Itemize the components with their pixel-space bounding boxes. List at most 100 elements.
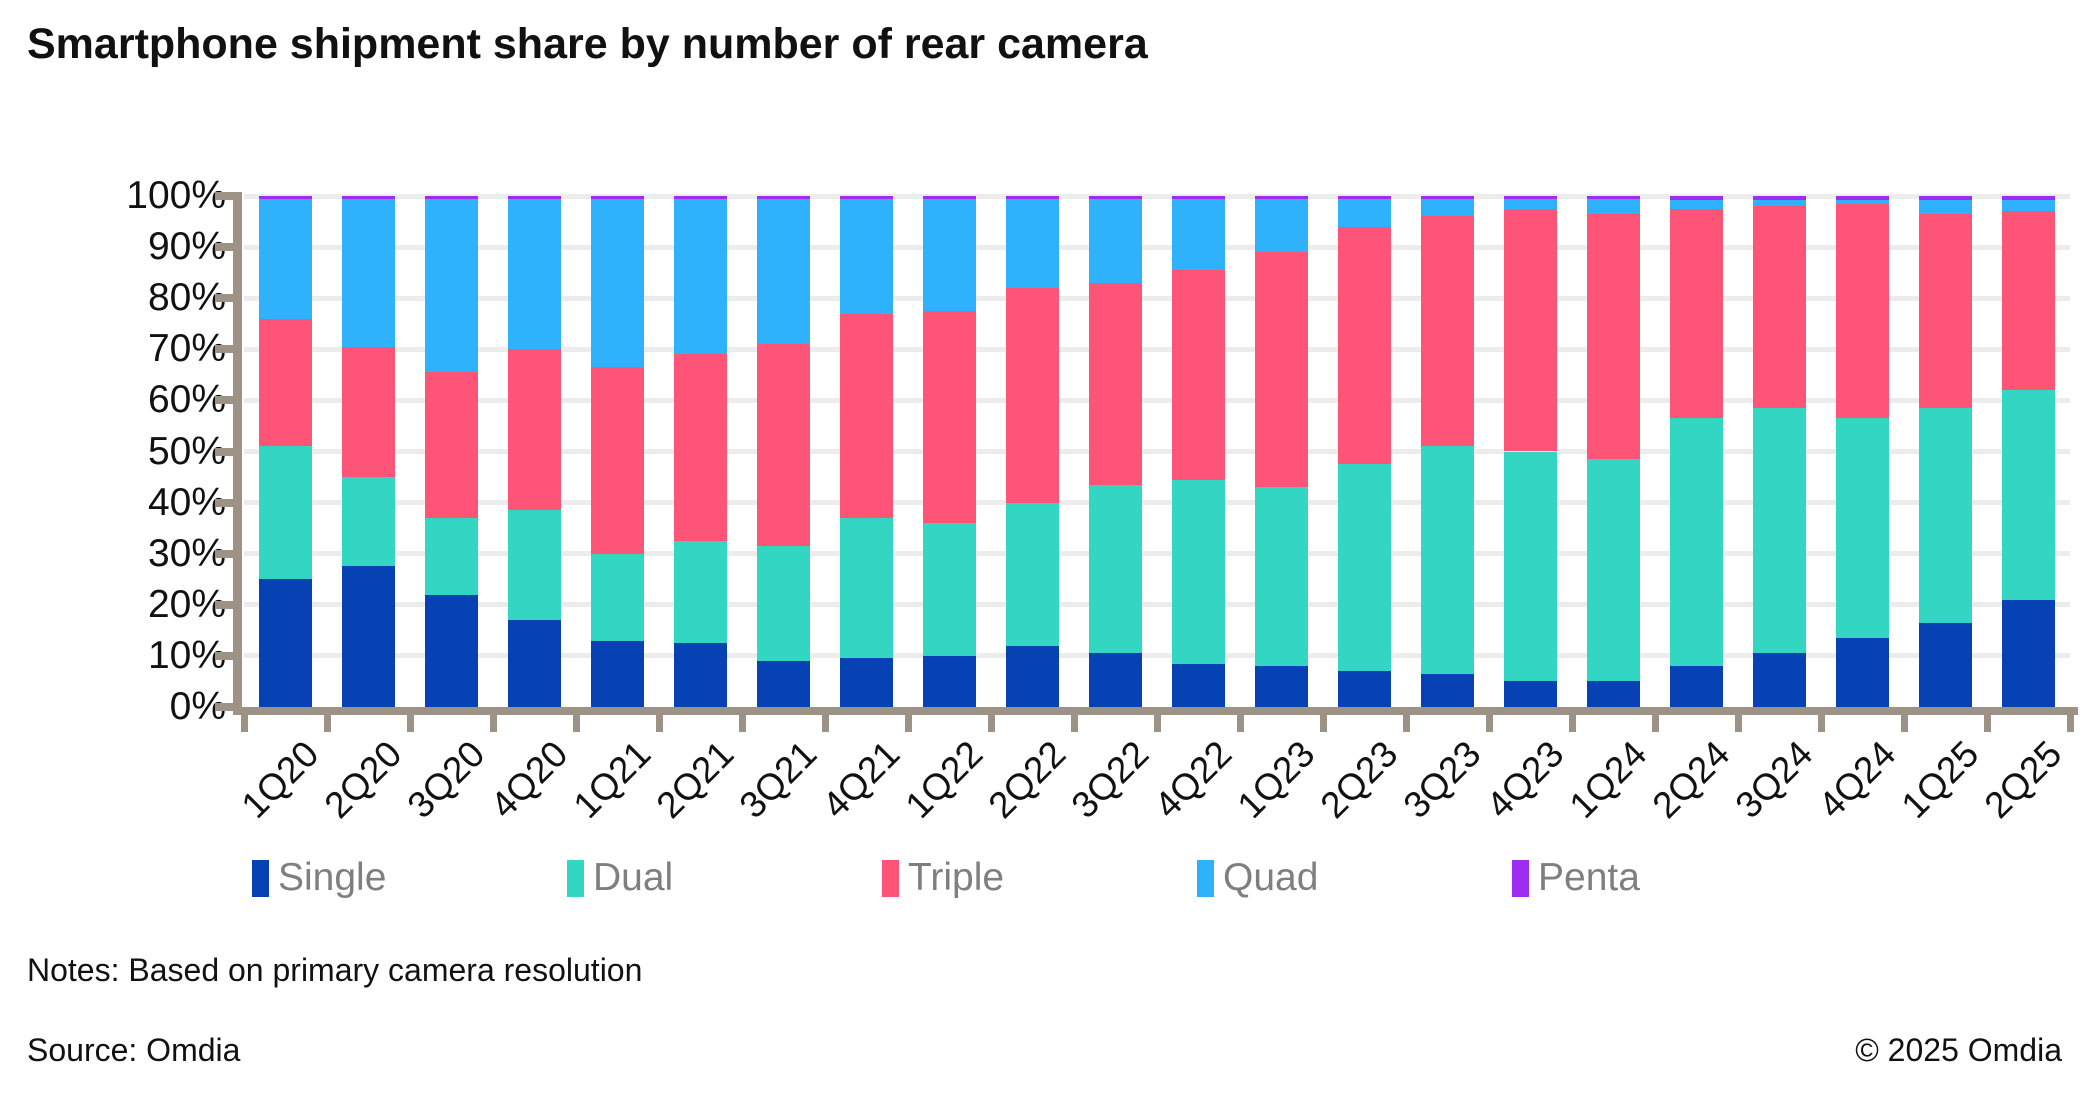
x-axis-label-1Q25: 1Q25 [1893, 733, 1987, 826]
y-axis-tick [215, 549, 233, 558]
bar-segment-penta-3Q20 [425, 196, 478, 199]
legend-label-quad: Quad [1223, 856, 1319, 899]
bar-segment-single-4Q22 [1172, 663, 1225, 707]
x-axis-tick [1734, 715, 1742, 732]
bar-segment-penta-1Q20 [259, 196, 312, 199]
y-axis-tick [215, 396, 233, 405]
legend-item-triple: Triple [882, 856, 1004, 900]
bar-segment-dual-4Q21 [840, 517, 893, 659]
y-axis-tick [215, 651, 233, 660]
y-axis-tick-label: 90% [147, 225, 226, 269]
x-axis-label-2Q21: 2Q21 [648, 733, 742, 826]
legend-label-triple: Triple [908, 856, 1005, 899]
legend-swatch-triple [882, 859, 899, 897]
bar-segment-dual-3Q23 [1421, 446, 1474, 674]
bar-segment-single-3Q23 [1421, 673, 1474, 707]
bar-segment-single-2Q22 [1006, 645, 1059, 707]
bar-segment-triple-4Q22 [1172, 270, 1225, 480]
x-axis-tick [323, 715, 331, 732]
legend-label-single: Single [278, 856, 387, 899]
bar-segment-penta-2Q24 [1670, 196, 1723, 201]
y-axis-tick [215, 243, 233, 252]
bar-segment-triple-1Q25 [1919, 213, 1972, 409]
bar-segment-single-2Q23 [1338, 671, 1391, 707]
x-axis-tick [1485, 715, 1493, 732]
x-axis-label-3Q23: 3Q23 [1395, 733, 1489, 826]
x-axis-tick [1319, 715, 1327, 732]
gridline [244, 193, 2070, 199]
bar-segment-quad-2Q25 [2002, 200, 2055, 212]
bar-segment-penta-4Q23 [1504, 196, 1557, 199]
bar-segment-dual-2Q25 [2002, 390, 2055, 600]
bar-segment-quad-2Q20 [342, 198, 395, 347]
x-axis-label-2Q22: 2Q22 [980, 733, 1074, 826]
x-axis-label-3Q21: 3Q21 [731, 733, 825, 826]
bar-segment-triple-3Q23 [1421, 216, 1474, 447]
bar-segment-quad-2Q22 [1006, 198, 1059, 288]
bar-segment-dual-4Q20 [508, 510, 561, 621]
bar-segment-penta-3Q22 [1089, 196, 1142, 199]
y-axis-tick-label: 50% [147, 429, 226, 473]
bar-segment-penta-2Q25 [2002, 196, 2055, 201]
y-axis-tick-label: 20% [147, 582, 226, 626]
bar-segment-dual-3Q24 [1753, 408, 1806, 654]
legend-label-dual: Dual [593, 856, 674, 899]
bar-segment-dual-4Q24 [1836, 418, 1889, 638]
x-axis-tick [2066, 715, 2074, 732]
legend-item-quad: Quad [1197, 856, 1318, 900]
y-axis-tick [215, 192, 233, 200]
y-axis-tick [215, 447, 233, 456]
x-axis-label-4Q23: 4Q23 [1478, 733, 1572, 826]
bar-segment-quad-1Q22 [923, 198, 976, 311]
legend-swatch-penta [1512, 859, 1529, 897]
x-axis-label-4Q24: 4Q24 [1810, 733, 1904, 826]
bar-segment-triple-2Q21 [674, 354, 727, 541]
bar-segment-single-2Q24 [1670, 666, 1723, 707]
x-axis-tick [1236, 715, 1244, 732]
chart-title: Smartphone shipment share by number of r… [27, 20, 1148, 68]
bar-segment-quad-4Q23 [1504, 198, 1557, 209]
bar-segment-quad-3Q22 [1089, 198, 1142, 283]
bar-segment-quad-1Q25 [1919, 200, 1972, 214]
x-axis-label-1Q21: 1Q21 [565, 733, 659, 826]
bar-segment-penta-1Q24 [1587, 196, 1640, 199]
bar-segment-dual-1Q23 [1255, 487, 1308, 667]
chart-notes: Notes: Based on primary camera resolutio… [27, 952, 643, 988]
bar-segment-penta-2Q20 [342, 196, 395, 199]
x-axis-label-4Q20: 4Q20 [482, 733, 576, 826]
gridline [244, 449, 2070, 454]
x-axis-label-2Q20: 2Q20 [316, 733, 410, 826]
y-axis-tick-label: 40% [147, 480, 226, 524]
bar-segment-single-2Q21 [674, 643, 727, 707]
bar-segment-penta-1Q23 [1255, 196, 1308, 199]
bar-segment-penta-1Q25 [1919, 196, 1972, 201]
y-axis-tick-label: 60% [147, 378, 226, 422]
bar-segment-triple-1Q23 [1255, 252, 1308, 488]
bar-segment-single-3Q24 [1753, 653, 1806, 707]
x-axis-label-1Q23: 1Q23 [1229, 733, 1323, 826]
bar-segment-triple-2Q23 [1338, 226, 1391, 465]
bar-segment-penta-2Q22 [1006, 196, 1059, 199]
bar-segment-triple-4Q24 [1836, 203, 1889, 419]
x-axis-label-2Q25: 2Q25 [1976, 733, 2070, 826]
bar-segment-dual-1Q21 [591, 553, 644, 641]
gridline [244, 295, 2070, 301]
bar-segment-single-3Q20 [425, 594, 478, 707]
y-axis-tick-label: 80% [147, 276, 226, 320]
bar-segment-single-1Q25 [1919, 622, 1972, 707]
bar-segment-triple-1Q20 [259, 318, 312, 447]
bar-segment-penta-4Q20 [508, 196, 561, 199]
bar-segment-dual-1Q22 [923, 523, 976, 656]
legend-swatch-dual [567, 859, 584, 897]
x-axis-label-3Q24: 3Q24 [1727, 733, 1821, 826]
bar-segment-quad-2Q24 [1670, 200, 1723, 209]
bar-segment-single-1Q22 [923, 655, 976, 707]
bar-segment-triple-2Q20 [342, 346, 395, 478]
bar-segment-dual-2Q24 [1670, 418, 1723, 667]
x-axis-label-2Q24: 2Q24 [1644, 733, 1738, 826]
x-axis-label-3Q20: 3Q20 [399, 733, 493, 826]
bar-segment-quad-4Q21 [840, 198, 893, 314]
bar-segment-penta-2Q23 [1338, 196, 1391, 199]
x-axis-tick [1568, 715, 1576, 732]
bar-segment-penta-1Q21 [591, 196, 644, 199]
